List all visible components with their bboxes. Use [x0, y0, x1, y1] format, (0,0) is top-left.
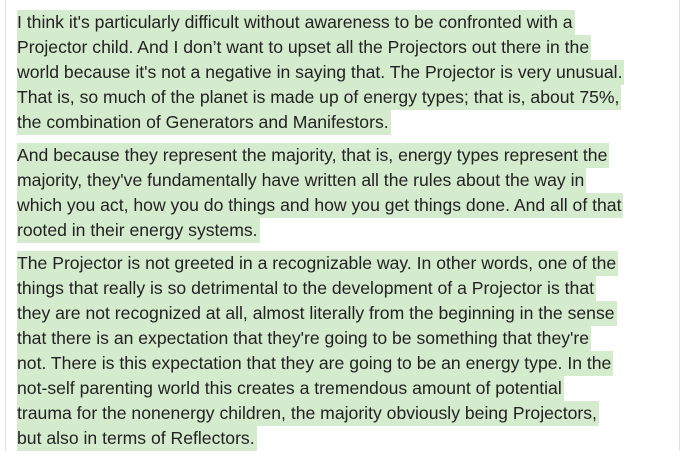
document-body: I think it's particularly difficult with…: [17, 10, 677, 459]
highlighted-paragraph: And because they represent the majority,…: [17, 143, 677, 243]
text-line: the combination of Generators and Manife…: [17, 110, 677, 135]
highlighted-text[interactable]: but also in terms of Reflectors.: [17, 426, 257, 451]
highlighted-text[interactable]: not. There is this expectation that they…: [17, 351, 614, 376]
highlighted-text[interactable]: And because they represent the majority,…: [17, 143, 610, 168]
highlighted-text[interactable]: The Projector is not greeted in a recogn…: [17, 251, 619, 276]
text-line: trauma for the nonenergy children, the m…: [17, 401, 677, 426]
text-line: That is, so much of the planet is made u…: [17, 85, 677, 110]
text-line: And because they represent the majority,…: [17, 143, 677, 168]
text-line: not. There is this expectation that they…: [17, 351, 677, 376]
highlighted-paragraph: I think it's particularly difficult with…: [17, 10, 677, 135]
text-line: Projector child. And I don’t want to ups…: [17, 35, 677, 60]
highlighted-text[interactable]: world because it's not a negative in say…: [17, 60, 625, 85]
highlighted-text[interactable]: That is, so much of the planet is made u…: [17, 85, 622, 110]
text-line: that there is an expectation that they'r…: [17, 326, 677, 351]
highlighted-text[interactable]: majority, they've fundamentally have wri…: [17, 168, 587, 193]
highlighted-paragraph: The Projector is not greeted in a recogn…: [17, 251, 677, 451]
text-line: world because it's not a negative in say…: [17, 60, 677, 85]
text-line: rooted in their energy systems.: [17, 218, 677, 243]
text-line: I think it's particularly difficult with…: [17, 10, 677, 35]
text-line: things that really is so detrimental to …: [17, 276, 677, 301]
text-line: majority, they've fundamentally have wri…: [17, 168, 677, 193]
highlighted-text[interactable]: rooted in their energy systems.: [17, 218, 260, 243]
highlighted-text[interactable]: they are not recognized at all, almost l…: [17, 301, 617, 326]
text-line: not-self parenting world this creates a …: [17, 376, 677, 401]
text-line: but also in terms of Reflectors.: [17, 426, 677, 451]
highlighted-text[interactable]: I think it's particularly difficult with…: [17, 10, 575, 35]
highlighted-text[interactable]: that there is an expectation that they'r…: [17, 326, 592, 351]
page-frame: [5, 0, 680, 451]
text-line: which you act, how you do things and how…: [17, 193, 677, 218]
text-line: The Projector is not greeted in a recogn…: [17, 251, 677, 276]
highlighted-text[interactable]: trauma for the nonenergy children, the m…: [17, 401, 599, 426]
highlighted-text[interactable]: the combination of Generators and Manife…: [17, 110, 391, 135]
highlighted-text[interactable]: things that really is so detrimental to …: [17, 276, 596, 301]
highlighted-text[interactable]: not-self parenting world this creates a …: [17, 376, 564, 401]
highlighted-text[interactable]: which you act, how you do things and how…: [17, 193, 624, 218]
highlighted-text[interactable]: Projector child. And I don’t want to ups…: [17, 35, 592, 60]
text-line: they are not recognized at all, almost l…: [17, 301, 677, 326]
